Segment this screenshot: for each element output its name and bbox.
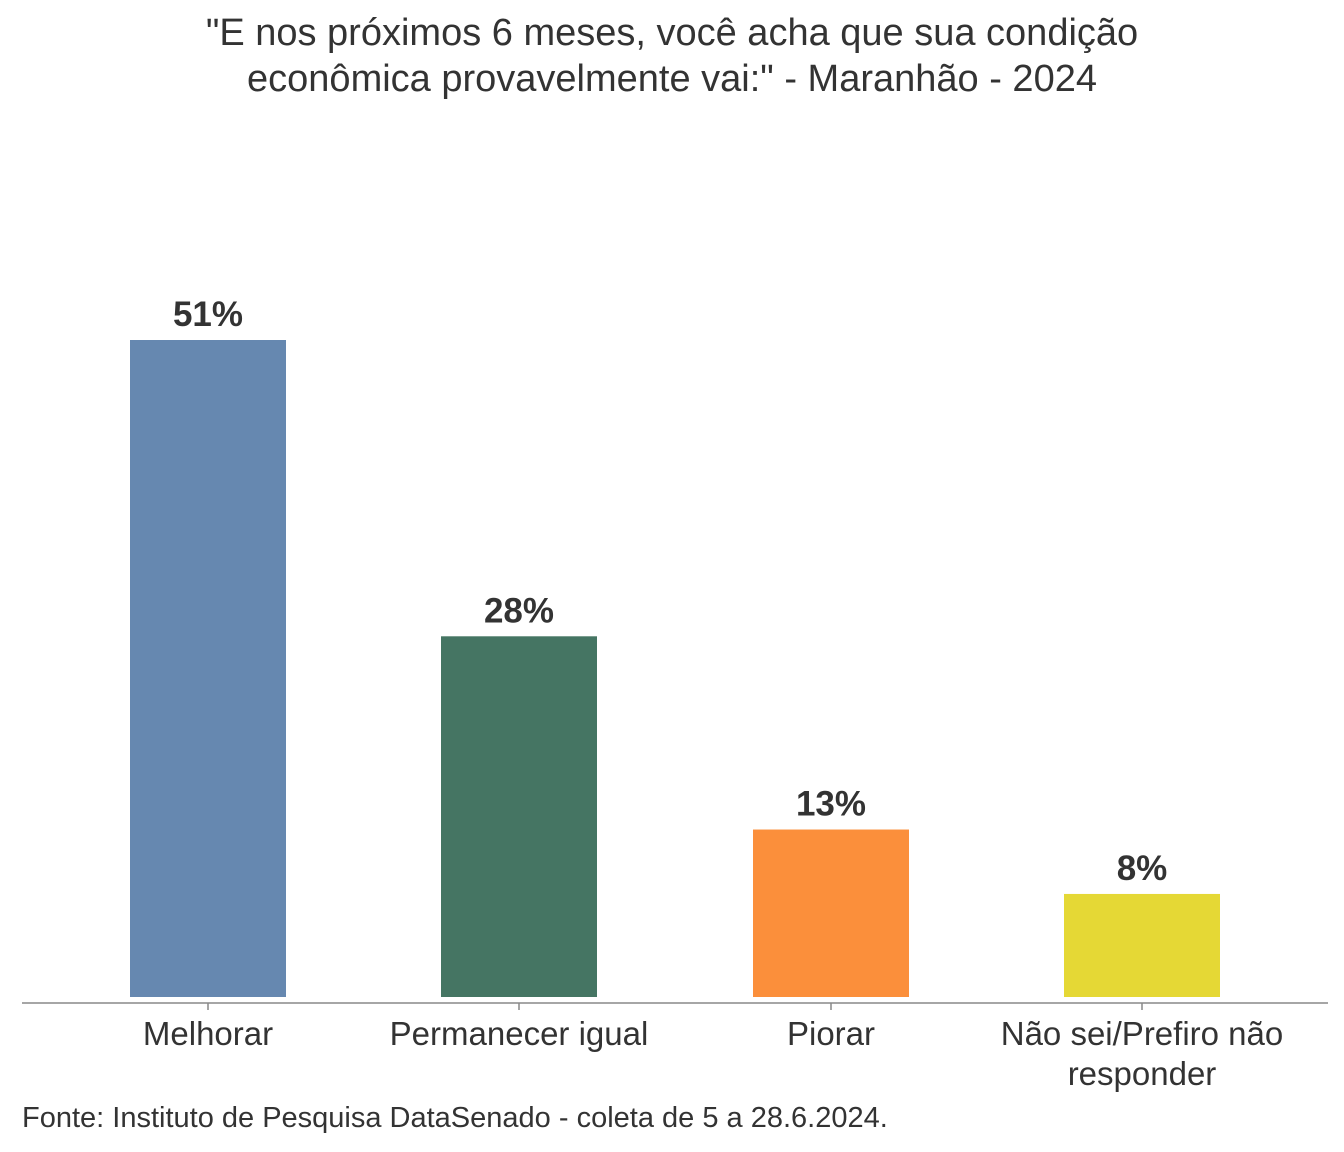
bar-0 [130,340,286,997]
x-tick-label-0: Melhorar [143,1015,273,1052]
title-line-2: econômica provavelmente vai:" - Maranhão… [247,58,1097,100]
x-tick-label-1: Permanecer igual [390,1015,649,1052]
title-line-1: "E nos próximos 6 meses, você acha que s… [205,12,1139,54]
chart-title: "E nos próximos 6 meses, você acha que s… [0,10,1344,102]
data-label-3: 8% [1117,849,1168,888]
bar-2 [753,829,909,997]
data-label-0: 51% [173,295,243,334]
data-label-2: 13% [796,785,866,824]
x-tick-label-3: Não sei/Prefiro não [1001,1015,1283,1052]
source-note: Fonte: Instituto de Pesquisa DataSenado … [22,1102,888,1134]
data-label-1: 28% [484,591,554,630]
x-tick-label-2: Piorar [787,1015,875,1052]
x-tick-label-3-line-1: responder [1068,1055,1217,1092]
bar-3 [1064,893,1220,997]
bar-1 [441,636,597,997]
